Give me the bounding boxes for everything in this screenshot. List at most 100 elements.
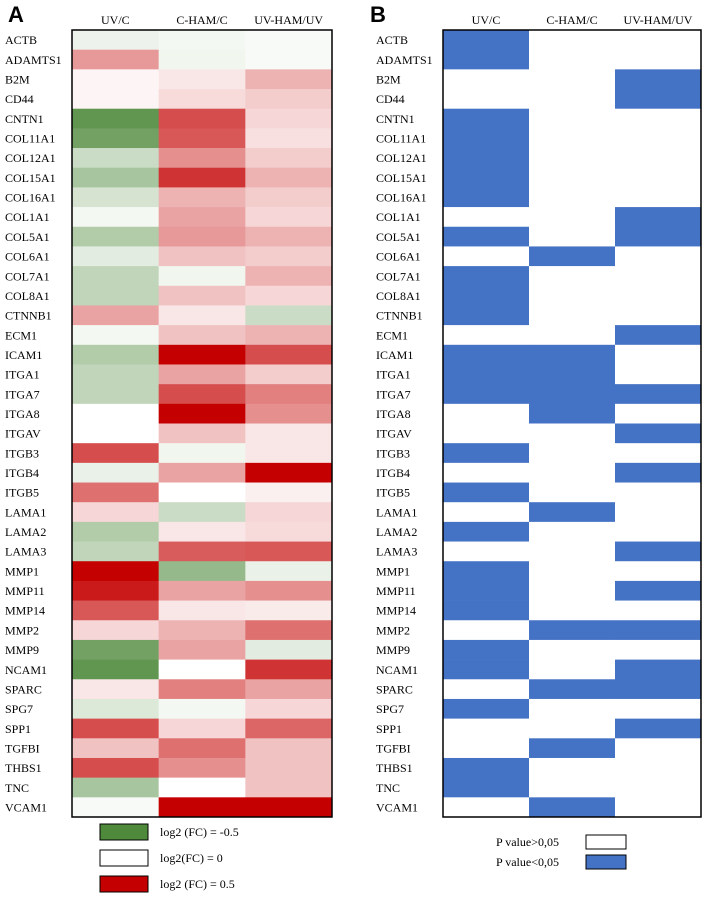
sig-cell-cntn1-2 bbox=[615, 108, 702, 129]
panel-a-legend: log2 (FC) = -0.5 log2(FC) = 0 log2 (FC) = … bbox=[99, 823, 239, 893]
row-label-b-itga1: ITGA1 bbox=[376, 368, 411, 382]
sig-cell-mmp11-0 bbox=[443, 580, 530, 601]
sig-cell-col16a1-1 bbox=[529, 187, 616, 208]
row-label-a-vcam1: VCAM1 bbox=[5, 800, 47, 814]
heat-cell-col15a1-0 bbox=[72, 167, 159, 188]
sig-cell-mmp9-2 bbox=[615, 639, 702, 660]
heat-cell-tnc-1 bbox=[158, 777, 246, 798]
heat-cell-cntn1-1 bbox=[158, 108, 246, 129]
heat-cell-itgb4-2 bbox=[245, 462, 333, 483]
sig-cell-itgb5-1 bbox=[529, 482, 616, 503]
heat-cell-tgfbi-0 bbox=[72, 738, 159, 759]
sig-cell-itga7-2 bbox=[615, 384, 702, 405]
sig-cell-itgb4-1 bbox=[529, 462, 616, 483]
sig-cell-actb-1 bbox=[529, 30, 616, 50]
sig-cell-thbs1-2 bbox=[615, 757, 702, 778]
heat-cell-lama2-2 bbox=[245, 521, 333, 542]
panel-b-letter: B bbox=[370, 2, 386, 27]
sig-cell-lama3-1 bbox=[529, 541, 616, 562]
sig-cell-lama1-0 bbox=[443, 502, 530, 523]
sig-cell-itgav-1 bbox=[529, 423, 616, 444]
heat-cell-itgb3-0 bbox=[72, 443, 159, 464]
heat-cell-ctnnb1-0 bbox=[72, 305, 159, 326]
row-label-b-sparc: SPARC bbox=[376, 682, 413, 696]
row-label-a-col12a1: COL12A1 bbox=[5, 151, 56, 165]
heat-cell-thbs1-0 bbox=[72, 757, 159, 778]
sig-cell-col1a1-2 bbox=[615, 207, 702, 228]
row-label-b-mmp2: MMP2 bbox=[376, 623, 410, 637]
heat-cell-itga8-1 bbox=[158, 403, 246, 424]
sig-cell-ctnnb1-1 bbox=[529, 305, 616, 326]
sig-cell-itgb3-1 bbox=[529, 443, 616, 464]
row-label-b-adamts1: ADAMTS1 bbox=[376, 53, 433, 67]
row-label-b-icam1: ICAM1 bbox=[376, 348, 413, 362]
sig-cell-cntn1-1 bbox=[529, 108, 616, 129]
heat-cell-col11a1-1 bbox=[158, 128, 246, 149]
sig-cell-mmp14-2 bbox=[615, 600, 702, 621]
row-label-a-lama3: LAMA3 bbox=[5, 545, 46, 559]
heat-cell-sparc-2 bbox=[245, 679, 333, 700]
row-label-b-spg7: SPG7 bbox=[376, 702, 404, 716]
heat-cell-col12a1-0 bbox=[72, 148, 159, 169]
row-label-a-col6a1: COL6A1 bbox=[5, 250, 50, 264]
sig-cell-actb-0 bbox=[443, 30, 530, 50]
row-label-a-icam1: ICAM1 bbox=[5, 348, 42, 362]
sig-cell-tgfbi-2 bbox=[615, 738, 702, 759]
row-label-b-vcam1: VCAM1 bbox=[376, 800, 418, 814]
heat-cell-col6a1-1 bbox=[158, 246, 246, 267]
sig-cell-tnc-1 bbox=[529, 777, 616, 798]
sig-cell-mmp1-0 bbox=[443, 561, 530, 582]
heat-cell-sparc-0 bbox=[72, 679, 159, 700]
sig-cell-spp1-2 bbox=[615, 718, 702, 739]
sig-cell-actb-2 bbox=[615, 30, 702, 50]
sig-cell-itgb3-2 bbox=[615, 443, 702, 464]
heat-cell-col6a1-0 bbox=[72, 246, 159, 267]
heat-cell-spg7-0 bbox=[72, 698, 159, 719]
sig-cell-mmp9-1 bbox=[529, 639, 616, 660]
panel-b-frame bbox=[442, 29, 702, 818]
row-label-b-itga7: ITGA7 bbox=[376, 387, 411, 401]
sig-cell-itga1-0 bbox=[443, 364, 530, 385]
sig-cell-itga1-1 bbox=[529, 364, 616, 385]
row-label-a-cntn1: CNTN1 bbox=[5, 112, 44, 126]
row-label-a-itgb5: ITGB5 bbox=[5, 486, 39, 500]
sig-cell-col7a1-0 bbox=[443, 266, 530, 287]
row-label-a-mmp9: MMP9 bbox=[5, 643, 39, 657]
row-label-a-adamts1: ADAMTS1 bbox=[5, 53, 62, 67]
row-label-a-ecm1: ECM1 bbox=[5, 328, 37, 342]
heat-cell-lama1-0 bbox=[72, 502, 159, 523]
sig-cell-col12a1-1 bbox=[529, 148, 616, 169]
panel-b-legend: P value>0,05 P value<0,05 bbox=[496, 834, 627, 870]
row-label-a-col8a1: COL8A1 bbox=[5, 289, 50, 303]
row-label-a-tgfbi: TGFBI bbox=[5, 741, 40, 755]
heat-cell-vcam1-1 bbox=[158, 797, 246, 818]
row-label-b-cntn1: CNTN1 bbox=[376, 112, 415, 126]
row-label-b-lama1: LAMA1 bbox=[376, 505, 417, 519]
sig-cell-mmp2-2 bbox=[615, 620, 702, 641]
legend-swatch-b-1 bbox=[585, 854, 627, 870]
row-label-a-itga1: ITGA1 bbox=[5, 368, 40, 382]
row-label-b-ncam1: NCAM1 bbox=[376, 663, 418, 677]
row-label-b-itga8: ITGA8 bbox=[376, 407, 411, 421]
sig-cell-itgb4-2 bbox=[615, 462, 702, 483]
heat-cell-b2m-2 bbox=[245, 69, 333, 90]
sig-cell-itgb5-2 bbox=[615, 482, 702, 503]
row-label-b-mmp14: MMP14 bbox=[376, 604, 416, 618]
heat-cell-lama3-2 bbox=[245, 541, 333, 562]
sig-cell-itga1-2 bbox=[615, 364, 702, 385]
sig-cell-itga7-0 bbox=[443, 384, 530, 405]
sig-cell-adamts1-0 bbox=[443, 49, 530, 70]
row-label-b-col5a1: COL5A1 bbox=[376, 230, 421, 244]
heat-cell-col7a1-0 bbox=[72, 266, 159, 287]
heat-cell-cntn1-2 bbox=[245, 108, 333, 129]
heat-cell-col8a1-0 bbox=[72, 285, 159, 306]
sig-cell-lama1-1 bbox=[529, 502, 616, 523]
sig-cell-mmp2-1 bbox=[529, 620, 616, 641]
sig-cell-mmp1-1 bbox=[529, 561, 616, 582]
row-label-a-actb: ACTB bbox=[5, 33, 37, 47]
heat-cell-mmp2-1 bbox=[158, 620, 246, 641]
sig-cell-col6a1-1 bbox=[529, 246, 616, 267]
sig-cell-col6a1-0 bbox=[443, 246, 530, 267]
sig-cell-b2m-2 bbox=[615, 69, 702, 90]
row-label-b-col15a1: COL15A1 bbox=[376, 171, 427, 185]
